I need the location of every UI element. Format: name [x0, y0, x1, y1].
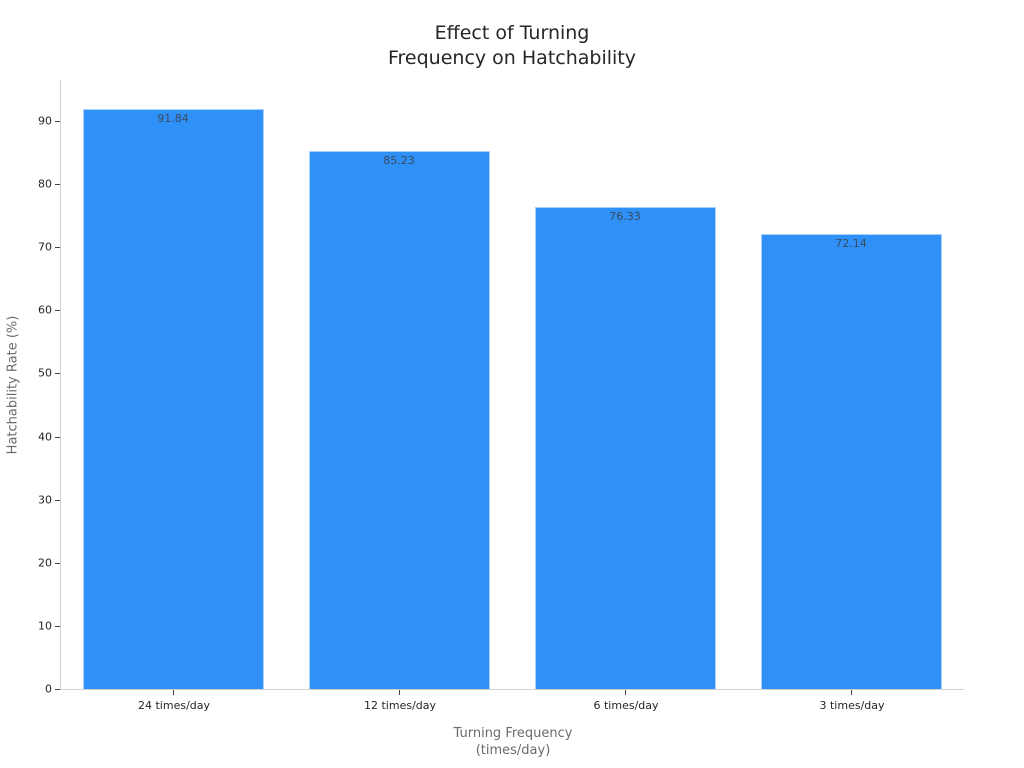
y-tick-label: 50 [38, 366, 52, 380]
x-tick-label: 12 times/day [363, 699, 437, 712]
y-tick-mark [55, 373, 60, 374]
y-tick-label: 70 [38, 240, 52, 254]
x-axis-label: Turning Frequency (times/day) [454, 725, 573, 759]
bar [308, 151, 490, 689]
y-tick-mark [55, 563, 60, 564]
x-tick-mark [173, 690, 174, 695]
x-tick-mark [851, 690, 852, 695]
chart-title-line-2: Frequency on Hatchability [387, 47, 636, 69]
y-tick-label: 40 [38, 430, 52, 444]
y-tick-mark [55, 310, 60, 311]
y-tick-mark [55, 121, 60, 122]
chart-title: Effect of Turning Frequency on Hatchabil… [0, 21, 1024, 71]
y-tick-label: 20 [38, 556, 52, 570]
x-axis-label-line-2: (times/day) [475, 743, 551, 758]
x-tick-mark [399, 690, 400, 695]
y-tick-label: 30 [38, 493, 52, 507]
y-tick-label: 10 [38, 619, 52, 633]
bar-value-label: 76.33 [609, 210, 641, 224]
y-tick-label: 0 [45, 682, 52, 696]
y-axis-label: Hatchability Rate (%) [5, 315, 21, 455]
x-tick-mark [625, 690, 626, 695]
y-tick-mark [55, 626, 60, 627]
x-tick-label: 3 times/day [819, 699, 885, 712]
bar [534, 207, 716, 689]
bar-value-label: 72.14 [835, 236, 867, 250]
y-tick-mark [55, 184, 60, 185]
y-tick-label: 80 [38, 177, 52, 191]
x-tick-label: 24 times/day [137, 699, 211, 712]
y-tick-mark [55, 437, 60, 438]
y-tick-mark [55, 689, 60, 690]
x-axis-label-line-1: Turning Frequency [453, 726, 573, 741]
bar-value-label: 85.23 [383, 154, 415, 168]
bar-value-label: 91.84 [157, 112, 189, 126]
x-tick-label: 6 times/day [593, 699, 659, 712]
y-axis-line [60, 80, 61, 690]
bar [82, 109, 264, 689]
bar [760, 233, 942, 689]
y-tick-label: 60 [38, 303, 52, 317]
x-axis-line [60, 689, 964, 690]
y-tick-label: 90 [38, 114, 52, 128]
chart-title-line-1: Effect of Turning [434, 22, 590, 44]
y-tick-mark [55, 247, 60, 248]
y-tick-mark [55, 500, 60, 501]
